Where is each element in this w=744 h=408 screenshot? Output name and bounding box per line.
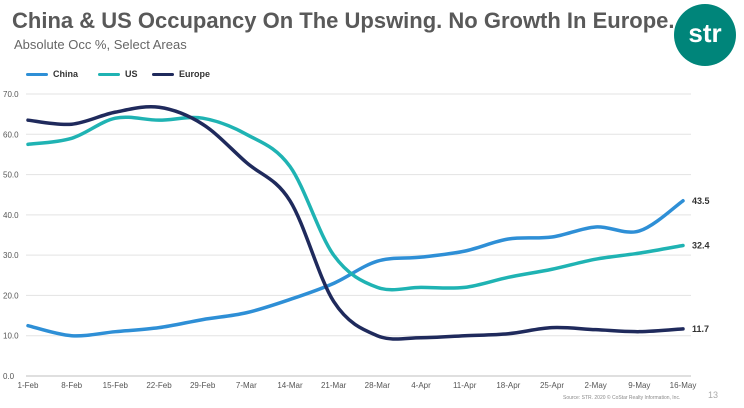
logo-text: str [688,18,722,48]
series-line-us [26,115,685,292]
series-line-europe [26,105,685,341]
y-tick-label: 70.0 [3,90,19,99]
x-tick-label: 16-May [670,381,697,390]
y-tick-label: 50.0 [3,171,19,180]
x-tick-label: 21-Mar [321,381,347,390]
y-tick-label: 10.0 [3,332,19,341]
x-tick-label: 18-Apr [496,381,520,390]
y-tick-label: 30.0 [3,251,19,260]
x-tick-label: 15-Feb [103,381,129,390]
x-tick-label: 1-Feb [18,381,39,390]
line-chart: 0.0 10.0 20.0 30.0 40.0 50.0 60.0 70.0 1-Feb 8-Fe… [3,90,710,390]
x-tick-label: 11-Apr [453,381,477,390]
page-number: 13 [708,390,719,400]
x-tick-label: 4-Apr [411,381,431,390]
end-label-china: 43.5 [692,196,710,206]
end-label-us: 32.4 [692,240,710,250]
legend-label-us: US [125,69,138,79]
legend-swatch-europe [152,73,174,76]
x-tick-label: 9-May [628,381,650,390]
x-tick-label: 25-Apr [540,381,564,390]
legend-swatch-us [98,73,120,76]
legend-label-china: China [53,69,79,79]
source-note: Source: STR. 2020 © CoStar Realty Inform… [563,395,681,401]
x-tick-label: 29-Feb [190,381,216,390]
end-label-europe: 11.7 [692,324,709,334]
x-tick-label: 2-May [585,381,607,390]
x-tick-label: 28-Mar [365,381,391,390]
x-tick-label: 22-Feb [146,381,172,390]
x-tick-label: 8-Feb [61,381,82,390]
legend-swatch-china [26,73,48,76]
chart-subtitle: Absolute Occ %, Select Areas [14,37,187,52]
str-logo: str [674,4,736,66]
y-tick-label: 60.0 [3,130,19,139]
series-line-china [26,199,685,338]
y-tick-label: 0.0 [3,372,15,381]
chart-title: China & US Occupancy On The Upswing. No … [12,8,675,33]
x-tick-label: 7-Mar [236,381,257,390]
legend-label-europe: Europe [179,69,211,79]
y-tick-label: 20.0 [3,291,19,300]
x-tick-label: 14-Mar [277,381,303,390]
y-tick-label: 40.0 [3,211,19,220]
